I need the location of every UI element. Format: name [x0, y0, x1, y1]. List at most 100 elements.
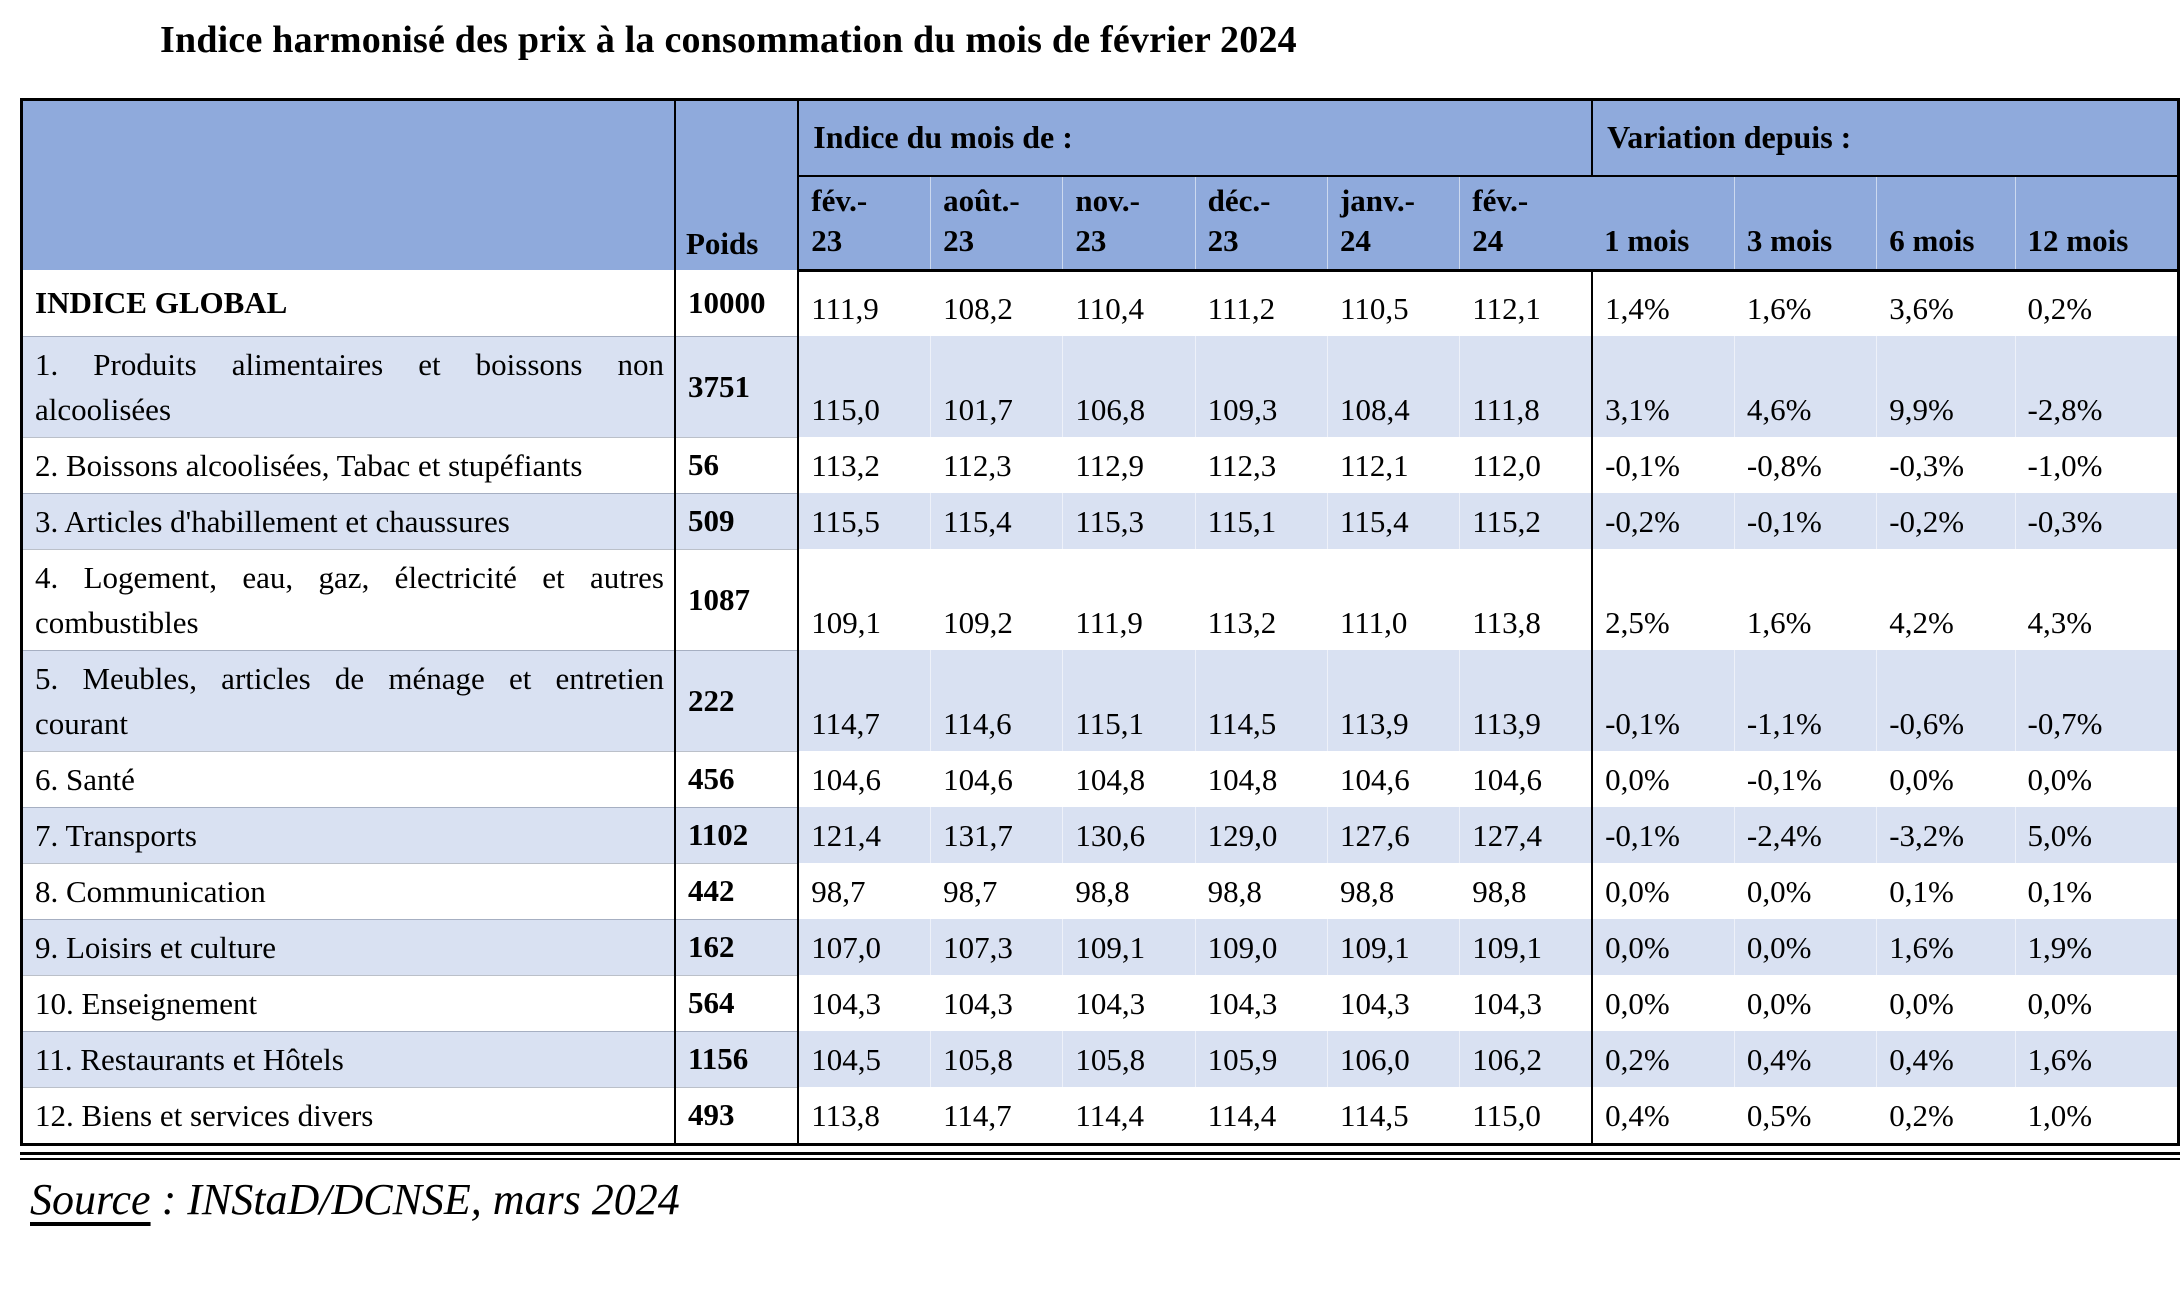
month-column-header: fév.- 24 — [1459, 175, 1593, 272]
table-row: 5. Meubles, articles de ménage et entret… — [21, 649, 2179, 751]
poids-cell: 456 — [675, 750, 800, 807]
index-value-cell: 114,7 — [798, 650, 932, 751]
variation-value-cell: -0,2% — [1592, 493, 1735, 549]
variation-value-cell: 3,1% — [1592, 336, 1735, 437]
index-value-cell: 109,1 — [1062, 919, 1196, 975]
index-value-cell: 114,5 — [1327, 1087, 1461, 1144]
index-value-cell: 110,5 — [1327, 270, 1461, 336]
variation-value-cell: 0,4% — [1592, 1087, 1735, 1144]
variation-value-cell: 0,0% — [1876, 751, 2016, 807]
variation-value-cell: 0,4% — [1734, 1031, 1878, 1087]
index-value-cell: 115,3 — [1062, 493, 1196, 549]
index-value-cell: 104,3 — [798, 975, 932, 1031]
page-title: Indice harmonisé des prix à la consommat… — [160, 19, 1297, 61]
index-value-cell: 113,8 — [798, 1087, 932, 1144]
index-value-cell: 115,4 — [930, 493, 1064, 549]
index-value-cell: 115,0 — [1459, 1087, 1594, 1144]
variation-value-cell: -0,1% — [1592, 650, 1735, 751]
table-body: INDICE GLOBAL 10000 111,9 108,2 110,4 111,2 11… — [21, 270, 2179, 1144]
variation-value-cell: 0,2% — [1592, 1031, 1735, 1087]
category-cell: 6. Santé — [21, 750, 676, 807]
poids-cell: 564 — [675, 974, 800, 1031]
index-value-cell: 107,0 — [798, 919, 932, 975]
index-value-cell: 130,6 — [1062, 807, 1196, 863]
category-header-blank — [21, 99, 676, 270]
index-value-cell: 113,2 — [1195, 549, 1328, 650]
variation-value-cell: 4,2% — [1876, 549, 2016, 650]
variation-value-cell: 9,9% — [1876, 336, 2016, 437]
table-row: 1. Produits alimentaires et boissons non… — [21, 335, 2179, 437]
table-row: 10. Enseignement 564 104,3 104,3 104,3 104,3 1… — [21, 974, 2179, 1031]
table-row: 6. Santé 456 104,6 104,6 104,8 104,8 104,6 104,… — [21, 750, 2179, 807]
month-column-header: nov.- 23 — [1062, 175, 1196, 272]
index-value-cell: 112,9 — [1062, 437, 1196, 493]
poids-cell: 1102 — [675, 806, 800, 863]
variation-value-cell: -1,0% — [2015, 437, 2179, 493]
index-value-cell: 112,3 — [1195, 437, 1328, 493]
variation-value-cell: -1,1% — [1734, 650, 1878, 751]
indice-group-header: Indice du mois de : — [798, 99, 1594, 177]
variation-value-cell: 1,6% — [1734, 549, 1878, 650]
table-row: 11. Restaurants et Hôtels 1156 104,5 105,8 1… — [21, 1030, 2179, 1087]
table-row: 7. Transports 1102 121,4 131,7 130,6 129,0 127… — [21, 806, 2179, 863]
poids-cell: 222 — [675, 649, 800, 751]
table-bottom-double-rule — [20, 1151, 2180, 1160]
index-value-cell: 114,7 — [930, 1087, 1064, 1144]
variation-value-cell: -2,4% — [1734, 807, 1878, 863]
subheader-row: fév.- 23 août.- 23 nov.- 23 déc.- 23 janv.- … — [22, 175, 2179, 272]
index-value-cell: 127,6 — [1327, 807, 1461, 863]
poids-cell: 3751 — [675, 335, 800, 437]
index-value-cell: 111,9 — [798, 270, 932, 336]
variation-value-cell: -3,2% — [1876, 807, 2016, 863]
index-value-cell: 106,0 — [1327, 1031, 1461, 1087]
poids-cell: 56 — [675, 436, 800, 493]
index-value-cell: 115,1 — [1062, 650, 1196, 751]
variation-value-cell: -0,3% — [1876, 437, 2016, 493]
variation-value-cell: 4,3% — [2015, 549, 2179, 650]
index-value-cell: 106,2 — [1459, 1031, 1594, 1087]
variation-value-cell: 0,1% — [1876, 863, 2016, 919]
index-value-cell: 111,0 — [1327, 549, 1461, 650]
index-value-cell: 113,9 — [1459, 650, 1594, 751]
variation-value-cell: 0,5% — [1734, 1087, 1878, 1144]
index-value-cell: 98,8 — [1062, 863, 1196, 919]
document-page: Indice harmonisé des prix à la consommat… — [0, 18, 2183, 1312]
variation-value-cell: 0,0% — [1592, 751, 1735, 807]
variation-value-cell: 0,0% — [2015, 975, 2179, 1031]
index-value-cell: 111,9 — [1062, 549, 1196, 650]
variation-value-cell: -0,1% — [1734, 751, 1878, 807]
index-value-cell: 112,3 — [930, 437, 1064, 493]
group-header-row: Poids Indice du mois de : Variation depu… — [21, 99, 2179, 270]
index-value-cell: 104,3 — [1195, 975, 1328, 1031]
index-value-cell: 106,8 — [1062, 336, 1196, 437]
variation-value-cell: 0,0% — [1592, 863, 1735, 919]
category-cell: 3. Articles d'habillement et chaussures — [21, 492, 676, 549]
variation-value-cell: 3,6% — [1876, 270, 2016, 336]
index-value-cell: 114,4 — [1195, 1087, 1328, 1144]
table-row: 2. Boissons alcoolisées, Tabac et stupéf… — [21, 436, 2179, 493]
index-value-cell: 104,8 — [1195, 751, 1328, 807]
category-cell: 1. Produits alimentaires et boissons non… — [21, 335, 676, 437]
index-value-cell: 109,1 — [798, 549, 932, 650]
index-value-cell: 129,0 — [1195, 807, 1328, 863]
poids-cell: 1156 — [675, 1030, 800, 1087]
table-row: INDICE GLOBAL 10000 111,9 108,2 110,4 111,2 11… — [21, 270, 2179, 336]
index-value-cell: 109,3 — [1195, 336, 1328, 437]
category-cell: 4. Logement, eau, gaz, électricité et au… — [21, 548, 676, 650]
source-label: Source — [30, 1174, 151, 1224]
poids-cell: 493 — [675, 1086, 800, 1144]
variation-value-cell: -2,8% — [2015, 336, 2179, 437]
period-column-header: 1 mois — [1592, 175, 1735, 272]
variation-value-cell: 1,0% — [2015, 1087, 2179, 1144]
variation-value-cell: 4,6% — [1734, 336, 1878, 437]
index-value-cell: 104,6 — [930, 751, 1064, 807]
month-column-header: fév.- 23 — [798, 175, 932, 272]
index-value-cell: 112,1 — [1459, 270, 1594, 336]
index-value-cell: 111,8 — [1459, 336, 1594, 437]
variation-value-cell: -0,8% — [1734, 437, 1878, 493]
variation-value-cell: 0,0% — [1734, 975, 1878, 1031]
index-value-cell: 115,0 — [798, 336, 932, 437]
index-value-cell: 109,1 — [1327, 919, 1461, 975]
variation-value-cell: 2,5% — [1592, 549, 1735, 650]
poids-cell: 442 — [675, 862, 800, 919]
